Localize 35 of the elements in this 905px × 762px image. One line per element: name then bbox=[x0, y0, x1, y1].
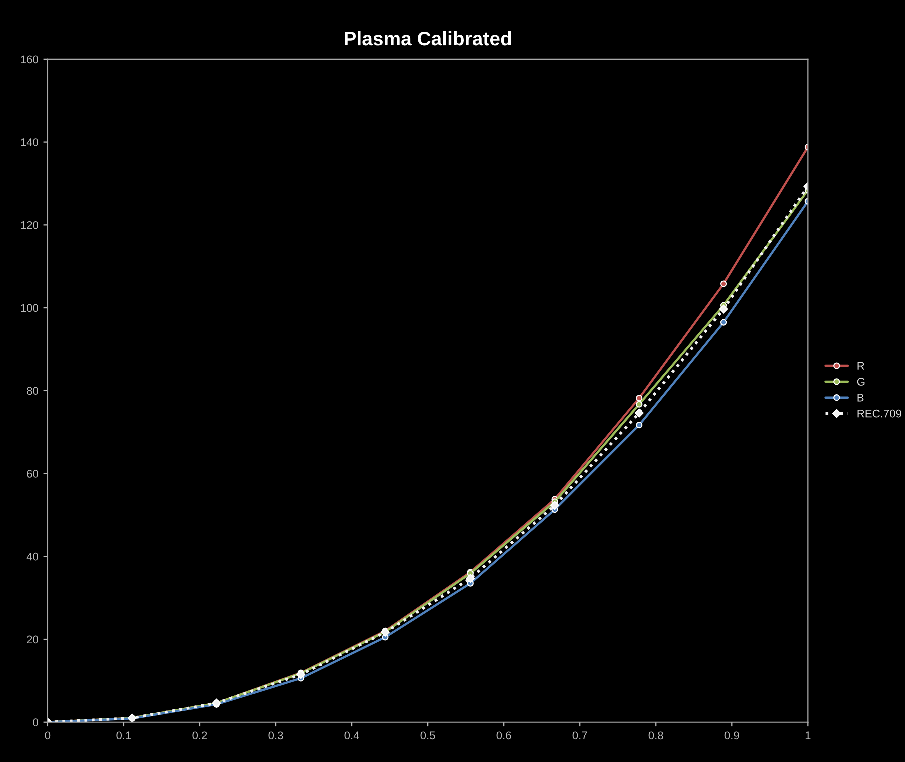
point bbox=[634, 408, 644, 418]
point bbox=[720, 319, 728, 326]
legend-label: R bbox=[858, 362, 864, 370]
y-tick-label: 40 bbox=[26, 552, 39, 561]
point bbox=[719, 304, 728, 314]
legend-label: G bbox=[857, 378, 865, 386]
point bbox=[550, 501, 560, 510]
y-tick-label: 100 bbox=[21, 304, 39, 312]
x-tick-label: 0.7 bbox=[572, 732, 588, 740]
y-tick-label: 0 bbox=[33, 718, 39, 727]
x-tick-label: 1 bbox=[806, 732, 811, 740]
point bbox=[466, 574, 476, 584]
point bbox=[296, 670, 306, 680]
point bbox=[720, 280, 728, 288]
x-tick-label: 0.2 bbox=[192, 732, 208, 740]
x-tick-label: 0 bbox=[45, 732, 51, 740]
y-tick-label: 80 bbox=[27, 387, 39, 396]
y-tick-label: 160 bbox=[21, 56, 39, 64]
x-tick-label: 0.3 bbox=[268, 732, 284, 740]
y-tick-label: 140 bbox=[21, 138, 39, 146]
x-tick-label: 0.4 bbox=[344, 732, 360, 740]
legend-label: REC.709 bbox=[858, 410, 902, 418]
point bbox=[636, 395, 643, 402]
x-tick-label: 0.1 bbox=[116, 732, 132, 740]
x-tick-label: 0.8 bbox=[648, 732, 664, 740]
y-tick-label: 120 bbox=[21, 221, 39, 230]
chart-title: Plasma Calibrated bbox=[345, 31, 512, 46]
x-tick-label: 0.9 bbox=[724, 732, 740, 740]
y-tick-label: 60 bbox=[27, 470, 39, 478]
y-tick-label: 20 bbox=[27, 636, 39, 644]
x-tick-label: 0.6 bbox=[496, 732, 512, 740]
point bbox=[636, 422, 643, 429]
point bbox=[636, 401, 643, 408]
x-tick-label: 0.5 bbox=[420, 732, 436, 740]
legend-label: B bbox=[858, 394, 864, 402]
